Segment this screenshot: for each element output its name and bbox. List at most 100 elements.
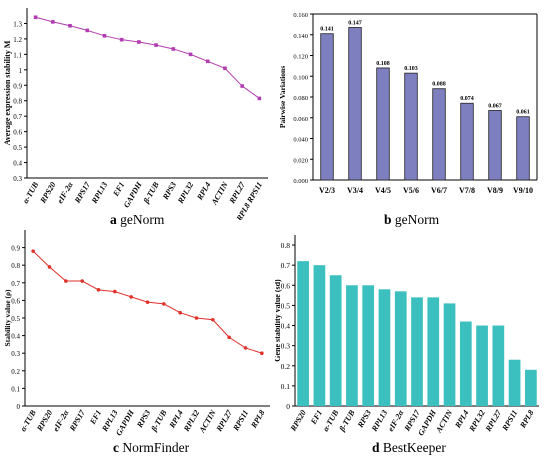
x-tick-label: EF1 [309, 409, 325, 427]
x-tick-label: V3/4 [347, 186, 363, 195]
chart-b-genorm-bar: 0.000 0.020 0.040 0.060 0.080 0.100 0.120 0.140… [278, 12, 538, 195]
y-tick-label: 0.140 [293, 33, 308, 40]
y-tick-label: 0.9 [13, 82, 22, 90]
bar [329, 275, 342, 406]
y-tick-label: 0.000 [293, 178, 308, 185]
bar [508, 359, 521, 406]
y-tick-label: 0.3 [11, 350, 20, 358]
x-tick-label: RPS11 [500, 409, 519, 434]
data-label: 0.147 [348, 20, 362, 26]
data-point [260, 351, 264, 355]
x-tick-label: RPL27 [483, 408, 503, 434]
bar [525, 369, 537, 406]
data-point [119, 37, 124, 42]
bar [443, 303, 456, 406]
caption-b-name: geNorm [394, 212, 440, 227]
x-tick-label: RPL32 [467, 409, 487, 434]
caption-a-letter: a [110, 212, 117, 227]
x-tick-label: RPS17 [67, 408, 87, 434]
x-tick-label: RPL32 [175, 181, 195, 206]
y-tick-label: 1.1 [13, 51, 22, 59]
data-point [194, 316, 199, 320]
y-tick-label: 0.1 [11, 385, 20, 393]
y-tick-label: 0 [286, 402, 290, 411]
x-tick-label: EF1 [88, 409, 104, 427]
y-axis-title: Average expression stability M [3, 40, 12, 145]
data-point [223, 66, 227, 71]
x-tick-label: RPS3 [160, 181, 178, 203]
y-tick-label: 0.7 [281, 261, 291, 270]
y-tick-label: 0.8 [281, 241, 291, 250]
bar [378, 289, 391, 406]
data-point [47, 265, 52, 269]
x-tick-label: RPL13 [369, 409, 389, 434]
x-tick-label: RPL13 [89, 181, 109, 206]
x-tick-label: GAPDH [122, 180, 144, 209]
data-label: 0.141 [320, 27, 334, 33]
data-point [31, 249, 35, 253]
x-tick-label: V7/8 [459, 186, 475, 195]
y-tick-label: 0.6 [281, 281, 291, 290]
bar [394, 291, 407, 406]
y-tick-label: 0.5 [11, 315, 20, 323]
series-line [35, 16, 260, 99]
y-tick-label: 1 [19, 67, 23, 75]
y-tick-label: 0.8 [11, 262, 20, 270]
y-tick-label: 0.120 [293, 54, 308, 61]
y-tick-label: 0.040 [293, 137, 308, 144]
y-tick-label: 0.7 [11, 280, 20, 288]
x-tick-label: eIF-2α [55, 180, 75, 205]
caption-d: d BestKeeper [372, 440, 446, 456]
data-point [145, 300, 150, 304]
caption-a-name: geNorm [120, 212, 165, 227]
x-tick-label: RPL27 [214, 408, 234, 434]
data-point [33, 15, 38, 20]
y-axis-title: Gene stability value (sd) [275, 279, 282, 362]
x-tick-label: β-TUB [149, 408, 169, 434]
x-tick-label: RPS20 [288, 409, 308, 434]
bar [460, 102, 474, 181]
data-point [96, 288, 101, 292]
data-point [85, 28, 90, 33]
bar [348, 27, 362, 181]
y-tick-label: 0.080 [293, 95, 308, 102]
data-point [113, 289, 117, 294]
bar [432, 88, 446, 181]
x-tick-label: RPL8 [249, 409, 267, 431]
x-tick-label: RPS11 [231, 409, 250, 434]
x-tick-label: RPL8 [518, 409, 536, 431]
caption-c-name: NormFinder [122, 440, 190, 455]
caption-d-letter: d [372, 440, 380, 455]
data-point [68, 23, 72, 28]
y-tick-label: 0.4 [281, 322, 291, 331]
data-point [64, 279, 68, 283]
y-tick-label: 0.5 [281, 301, 291, 310]
x-tick-label: β-TUB [337, 408, 357, 434]
x-tick-label: ACTIN [209, 179, 230, 207]
data-point [227, 335, 231, 340]
y-tick-label: 0 [17, 403, 21, 411]
caption-d-name: BestKeeper [382, 440, 446, 455]
data-point [243, 346, 248, 350]
y-tick-label: 0.1 [281, 382, 291, 391]
caption-c-letter: c [113, 440, 119, 455]
bar [459, 321, 472, 406]
bar [427, 297, 440, 406]
bar [320, 33, 334, 181]
caption-b-letter: b [384, 212, 392, 227]
y-tick-label: 0.3 [13, 175, 22, 183]
bar [346, 285, 358, 406]
data-point [205, 59, 210, 64]
data-point [154, 43, 158, 47]
y-tick-label: 0.060 [293, 116, 308, 123]
data-point [240, 84, 244, 88]
y-tick-label: 0.7 [13, 113, 22, 121]
y-tick-label: 0.9 [11, 245, 20, 253]
y-tick-label: 0.2 [281, 362, 291, 371]
data-point [257, 96, 262, 101]
y-tick-label: 0.160 [293, 12, 308, 19]
chart-d-bestkeeper-bar: 0 0.1 0.2 0.3 0.4 0.5 0.6 0.7 0.8 Gene stability … [275, 235, 539, 437]
x-tick-label: V4/5 [375, 186, 391, 195]
x-tick-label: V6/7 [431, 186, 447, 195]
y-tick-label: 0.3 [281, 342, 291, 351]
